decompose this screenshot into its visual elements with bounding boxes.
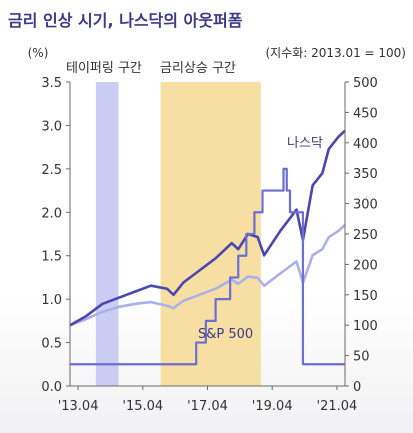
series-line-1 <box>69 223 346 327</box>
left-tick-label-2: 1.0 <box>41 293 62 308</box>
shaded-period-labels: 테이퍼링 구간 금리상승 구간 <box>66 61 236 76</box>
shaded-period-label-1: 금리상승 구간 <box>160 61 236 76</box>
right-tick-label-3: 150 <box>353 289 378 304</box>
right-tick-label-10: 500 <box>353 76 378 91</box>
series-line-2 <box>70 167 345 366</box>
right-tick-label-4: 200 <box>353 258 378 273</box>
right-tick-label-5: 250 <box>353 228 378 243</box>
left-tick-label-3: 1.5 <box>41 250 62 265</box>
right-tick-label-6: 300 <box>353 198 378 213</box>
series-lines <box>69 129 346 366</box>
x-tick-label-4: '21.04 <box>317 399 358 414</box>
x-tick-label-2: '17.04 <box>187 399 228 414</box>
left-tick-label-5: 2.5 <box>41 163 62 178</box>
right-tick-label-0: 0 <box>353 380 361 395</box>
chart-title: 금리 인상 시기, 나스닥의 아웃퍼폼 <box>8 11 243 30</box>
right-tick-label-1: 50 <box>353 350 370 365</box>
series-line-0 <box>69 129 346 327</box>
axes: 0.0 0.5 1.0 1.5 2.0 2.5 3.0 3.5 0 50 100 150 200 250 3… <box>41 76 378 414</box>
left-tick-label-0: 0.0 <box>41 380 62 395</box>
right-tick-label-9: 450 <box>353 106 378 121</box>
right-tick-label-2: 100 <box>353 319 378 334</box>
right-tick-label-7: 350 <box>353 167 378 182</box>
shaded-period-0 <box>95 82 119 386</box>
left-tick-label-6: 3.0 <box>41 119 62 134</box>
x-tick-label-0: '13.04 <box>58 399 99 414</box>
shaded-period-1 <box>160 82 261 386</box>
shaded-period-label-0: 테이퍼링 구간 <box>66 61 142 76</box>
x-tick-label-3: '19.04 <box>252 399 293 414</box>
left-tick-label-4: 2.0 <box>41 206 62 221</box>
left-axis-unit: (%) <box>28 46 49 60</box>
series-annotation-sp500: S&P 500 <box>198 327 253 342</box>
x-tick-label-1: '15.04 <box>122 399 163 414</box>
left-tick-label-7: 3.5 <box>41 76 62 91</box>
series-annotation-nasdaq: 나스닥 <box>287 136 323 151</box>
right-tick-label-8: 400 <box>353 137 378 152</box>
left-tick-label-1: 0.5 <box>41 337 62 352</box>
shaded-periods <box>95 82 261 386</box>
right-axis-unit: (지수화: 2013.01 = 100) <box>265 46 406 60</box>
